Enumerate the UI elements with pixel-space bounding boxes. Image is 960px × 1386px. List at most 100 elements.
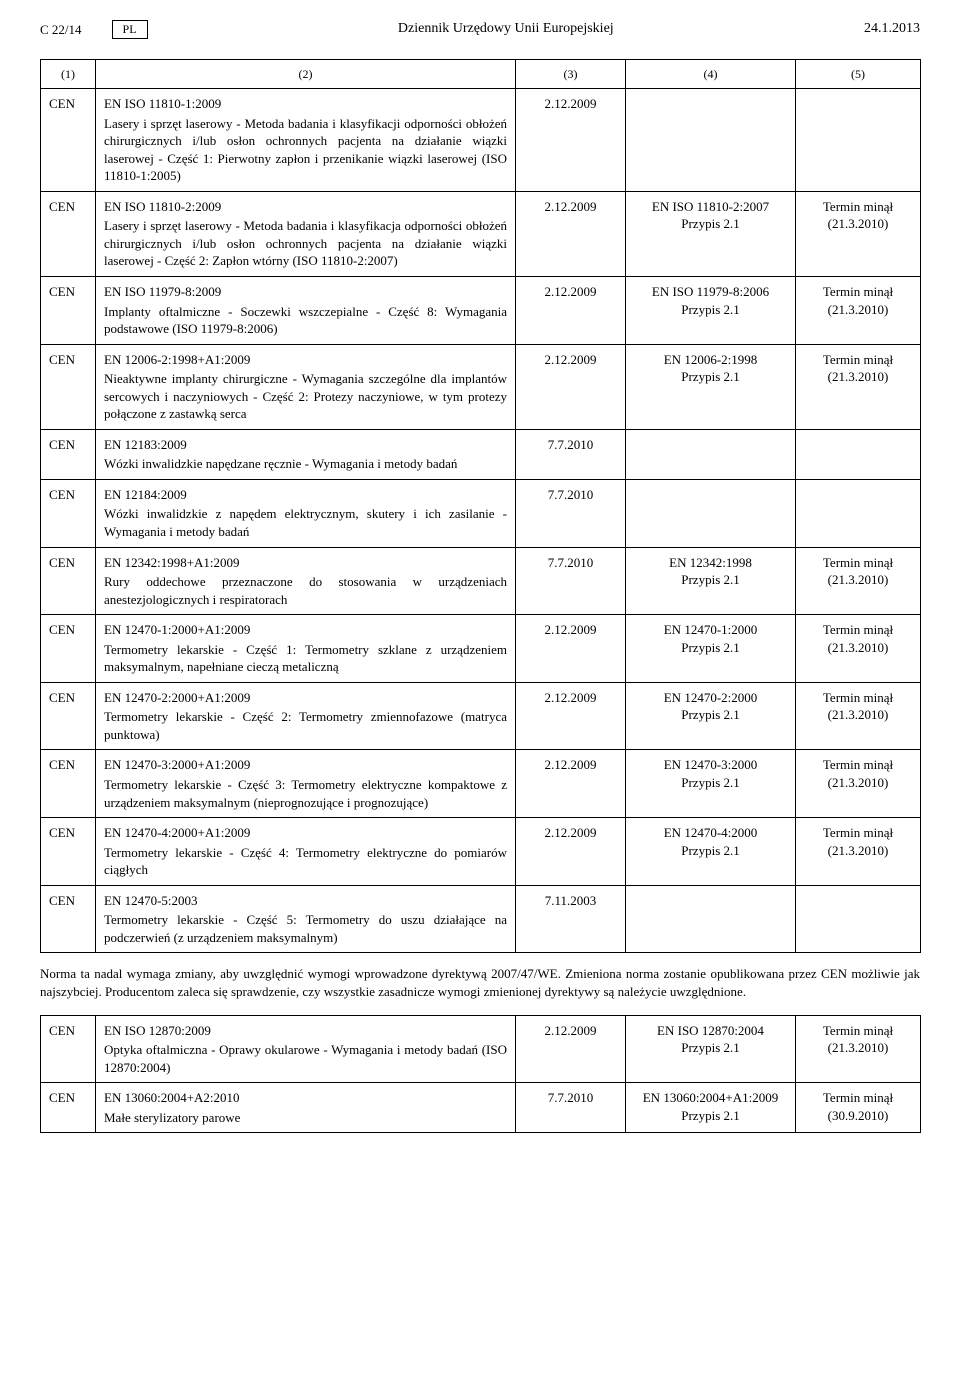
deadline-cell: Termin minął(21.3.2010) xyxy=(796,682,921,750)
deadline-cell: Termin minął(21.3.2010) xyxy=(796,615,921,683)
standard-title: EN 12184:2009 xyxy=(104,486,507,504)
standard-description: Termometry lekarskie - Część 4: Termomet… xyxy=(104,844,507,879)
superseded-ref: EN ISO 12870:2004 xyxy=(634,1022,787,1040)
standard-title: EN 12342:1998+A1:2009 xyxy=(104,554,507,572)
col-2-header: (2) xyxy=(96,59,516,88)
deadline-status: Termin minął xyxy=(804,824,912,842)
standard-cell: EN 12470-2:2000+A1:2009Termometry lekars… xyxy=(96,682,516,750)
standard-cell: EN ISO 11810-1:2009Lasery i sprzęt laser… xyxy=(96,89,516,192)
date-cell: 7.7.2010 xyxy=(516,1083,626,1133)
standard-title: EN 12470-5:2003 xyxy=(104,892,507,910)
superseded-ref: EN 12470-3:2000 xyxy=(634,756,787,774)
deadline-status: Termin minął xyxy=(804,1022,912,1040)
standard-cell: EN 12470-3:2000+A1:2009Termometry lekars… xyxy=(96,750,516,818)
date-cell: 2.12.2009 xyxy=(516,682,626,750)
superseded-cell: EN 12470-1:2000Przypis 2.1 xyxy=(626,615,796,683)
superseded-cell: EN 12006-2:1998Przypis 2.1 xyxy=(626,344,796,429)
standard-description: Implanty oftalmiczne - Soczewki wszczepi… xyxy=(104,303,507,338)
org-cell: CEN xyxy=(41,682,96,750)
col-4-header: (4) xyxy=(626,59,796,88)
date-cell: 7.11.2003 xyxy=(516,885,626,953)
deadline-status: Termin minął xyxy=(804,351,912,369)
table-row: CENEN 12183:2009Wózki inwalidzkie napędz… xyxy=(41,429,921,479)
standards-table-2: CEN EN ISO 12870:2009Optyka oftalmiczna -… xyxy=(40,1015,921,1134)
date-cell: 2.12.2009 xyxy=(516,89,626,192)
deadline-cell: Termin minął(30.9.2010) xyxy=(796,1083,921,1133)
superseded-cell: EN ISO 12870:2004Przypis 2.1 xyxy=(626,1015,796,1083)
deadline-cell xyxy=(796,479,921,547)
deadline-status: Termin minął xyxy=(804,554,912,572)
standard-title: EN ISO 12870:2009 xyxy=(104,1022,507,1040)
superseded-ref: EN 13060:2004+A1:2009 xyxy=(634,1089,787,1107)
superseded-note: Przypis 2.1 xyxy=(634,215,787,233)
journal-title: Dziennik Urzędowy Unii Europejskiej xyxy=(148,20,864,39)
deadline-date: (21.3.2010) xyxy=(804,706,912,724)
standard-description: Małe sterylizatory parowe xyxy=(104,1109,507,1127)
deadline-cell: Termin minął(21.3.2010) xyxy=(796,1015,921,1083)
standard-title: EN 12183:2009 xyxy=(104,436,507,454)
doc-ref: C 22/14 xyxy=(40,21,82,39)
superseded-cell: EN ISO 11979-8:2006Przypis 2.1 xyxy=(626,277,796,345)
standard-description: Termometry lekarskie - Część 5: Termomet… xyxy=(104,911,507,946)
superseded-ref: EN ISO 11810-2:2007 xyxy=(634,198,787,216)
superseded-cell xyxy=(626,885,796,953)
standard-description: Lasery i sprzęt laserowy - Metoda badani… xyxy=(104,115,507,185)
standard-description: Wózki inwalidzkie z napędem elektrycznym… xyxy=(104,505,507,540)
superseded-ref: EN 12006-2:1998 xyxy=(634,351,787,369)
deadline-date: (21.3.2010) xyxy=(804,842,912,860)
org-cell: CEN xyxy=(41,547,96,615)
org-cell: CEN xyxy=(41,344,96,429)
standard-description: Termometry lekarskie - Część 3: Termomet… xyxy=(104,776,507,811)
org-cell: CEN xyxy=(41,1015,96,1083)
superseded-note: Przypis 2.1 xyxy=(634,639,787,657)
deadline-status: Termin minął xyxy=(804,283,912,301)
deadline-date: (21.3.2010) xyxy=(804,301,912,319)
table-row: CENEN 12006-2:1998+A1:2009Nieaktywne imp… xyxy=(41,344,921,429)
deadline-cell: Termin minął(21.3.2010) xyxy=(796,818,921,886)
superseded-note: Przypis 2.1 xyxy=(634,368,787,386)
superseded-cell: EN 13060:2004+A1:2009Przypis 2.1 xyxy=(626,1083,796,1133)
standard-cell: EN 12342:1998+A1:2009Rury oddechowe prze… xyxy=(96,547,516,615)
standard-description: Termometry lekarskie - Część 1: Termomet… xyxy=(104,641,507,676)
superseded-cell: EN 12342:1998Przypis 2.1 xyxy=(626,547,796,615)
standard-description: Lasery i sprzęt laserowy - Metoda badani… xyxy=(104,217,507,270)
date-cell: 2.12.2009 xyxy=(516,191,626,276)
table-row: CENEN 12470-1:2000+A1:2009Termometry lek… xyxy=(41,615,921,683)
standard-title: EN 12006-2:1998+A1:2009 xyxy=(104,351,507,369)
deadline-date: (21.3.2010) xyxy=(804,368,912,386)
date-cell: 7.7.2010 xyxy=(516,547,626,615)
deadline-cell xyxy=(796,885,921,953)
deadline-status: Termin minął xyxy=(804,689,912,707)
standard-title: EN 13060:2004+A2:2010 xyxy=(104,1089,507,1107)
deadline-status: Termin minął xyxy=(804,621,912,639)
superseded-ref: EN 12470-2:2000 xyxy=(634,689,787,707)
table-header-row: (1) (2) (3) (4) (5) xyxy=(41,59,921,88)
superseded-note: Przypis 2.1 xyxy=(634,571,787,589)
standard-title: EN 12470-4:2000+A1:2009 xyxy=(104,824,507,842)
date-cell: 2.12.2009 xyxy=(516,1015,626,1083)
standard-description: Termometry lekarskie - Część 2: Termomet… xyxy=(104,708,507,743)
deadline-cell: Termin minął(21.3.2010) xyxy=(796,750,921,818)
org-cell: CEN xyxy=(41,89,96,192)
date-cell: 2.12.2009 xyxy=(516,344,626,429)
standard-title: EN ISO 11979-8:2009 xyxy=(104,283,507,301)
org-cell: CEN xyxy=(41,1083,96,1133)
standard-description: Optyka oftalmiczna - Oprawy okularowe - … xyxy=(104,1041,507,1076)
superseded-note: Przypis 2.1 xyxy=(634,706,787,724)
org-cell: CEN xyxy=(41,277,96,345)
superseded-cell xyxy=(626,429,796,479)
table-row: CENEN 12470-2:2000+A1:2009Termometry lek… xyxy=(41,682,921,750)
deadline-status: Termin minął xyxy=(804,756,912,774)
date-cell: 2.12.2009 xyxy=(516,818,626,886)
deadline-date: (21.3.2010) xyxy=(804,571,912,589)
org-cell: CEN xyxy=(41,885,96,953)
superseded-ref: EN 12342:1998 xyxy=(634,554,787,572)
lang-box: PL xyxy=(112,20,148,38)
standard-cell: EN 12184:2009Wózki inwalidzkie z napędem… xyxy=(96,479,516,547)
footnote-paragraph: Norma ta nadal wymaga zmiany, aby uwzglę… xyxy=(40,965,920,1000)
standard-description: Wózki inwalidzkie napędzane ręcznie - Wy… xyxy=(104,455,507,473)
superseded-cell: EN ISO 11810-2:2007Przypis 2.1 xyxy=(626,191,796,276)
superseded-ref: EN 12470-4:2000 xyxy=(634,824,787,842)
superseded-ref: EN ISO 11979-8:2006 xyxy=(634,283,787,301)
table-row: CEN EN ISO 11979-8:2009 Implanty oftalmicz… xyxy=(41,277,921,345)
